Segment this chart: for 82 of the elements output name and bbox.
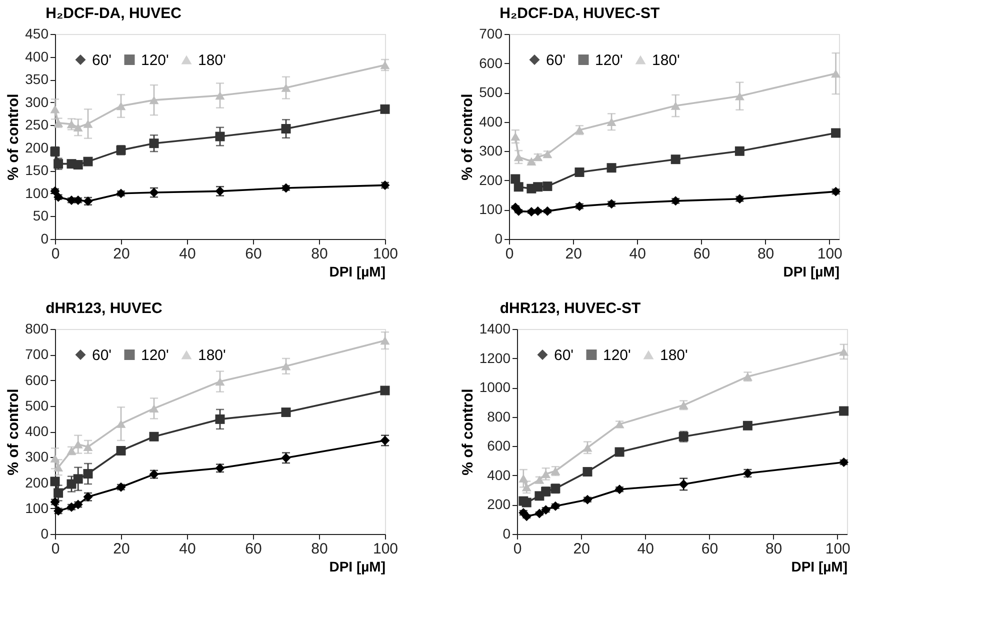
x-axis-title: DPI [µM] (791, 558, 848, 574)
legend-label: 60' (92, 346, 112, 364)
x-tick-label: 80 (311, 246, 328, 262)
y-tick-label: 450 (25, 26, 49, 42)
y-tick-label: 200 (487, 496, 511, 512)
y-tick-label: 500 (25, 397, 49, 414)
y-tick-label: 400 (479, 113, 503, 130)
y-tick-label: 250 (25, 116, 49, 133)
chart-title: H₂DCF-DA, HUVEC (46, 5, 182, 22)
y-tick-label: 0 (494, 230, 503, 246)
x-axis-title: DPI [µM] (329, 264, 386, 280)
x-tick-label: 100 (817, 246, 842, 262)
x-tick-label: 40 (179, 540, 196, 558)
y-tick-label: 100 (479, 201, 503, 218)
y-tick-label: 100 (25, 500, 49, 516)
x-tick-label: 40 (637, 540, 654, 558)
y-tick-label: 1400 (479, 320, 511, 336)
x-axis-title: DPI [µM] (783, 264, 840, 280)
y-tick-label: 50 (32, 208, 49, 224)
legend-label: 120' (141, 346, 170, 364)
x-tick-label: 40 (179, 246, 196, 262)
y-tick-label: 150 (25, 162, 49, 178)
y-tick-label: 1200 (479, 350, 511, 366)
y-tick-label: 600 (487, 438, 511, 454)
legend-label: 180' (198, 52, 226, 69)
legend-label: 60' (92, 52, 112, 69)
x-tick-label: 0 (51, 540, 60, 558)
x-tick-label: 20 (565, 246, 582, 262)
y-tick-label: 300 (25, 448, 49, 465)
legend-label: 120' (595, 52, 624, 69)
legend-label: 180' (198, 346, 226, 364)
legend-label: 120' (141, 52, 170, 69)
x-tick-label: 80 (757, 246, 774, 262)
legend-label: 180' (652, 52, 680, 69)
x-tick-label: 60 (701, 540, 718, 558)
y-tick-label: 350 (25, 71, 49, 88)
y-tick-label: 0 (40, 230, 49, 246)
x-tick-label: 40 (629, 246, 646, 262)
y-tick-label: 400 (25, 48, 49, 64)
y-axis-title: % of control (5, 94, 22, 180)
chart-title: dHR123, HUVEC (46, 300, 163, 317)
chart-title: H₂DCF-DA, HUVEC-ST (500, 5, 660, 22)
x-tick-label: 20 (113, 540, 130, 558)
y-tick-label: 200 (479, 172, 503, 188)
y-tick-label: 400 (25, 423, 49, 439)
y-tick-label: 0 (40, 526, 49, 542)
x-tick-label: 80 (765, 540, 782, 558)
x-tick-label: 100 (372, 540, 398, 558)
y-tick-label: 600 (479, 54, 503, 71)
x-tick-label: 60 (245, 540, 262, 558)
y-axis-title: % of control (459, 388, 476, 476)
x-tick-label: 100 (372, 246, 398, 262)
y-axis-title: % of control (459, 94, 476, 180)
y-tick-label: 700 (25, 346, 49, 362)
x-tick-label: 20 (113, 246, 130, 262)
legend-label: 120' (603, 346, 632, 364)
x-tick-label: 0 (513, 540, 522, 558)
chart-title: dHR123, HUVEC-ST (500, 300, 641, 317)
y-tick-label: 500 (479, 84, 503, 100)
y-tick-label: 800 (25, 320, 49, 336)
x-tick-label: 20 (573, 540, 590, 558)
y-tick-label: 100 (25, 184, 49, 201)
x-tick-label: 60 (245, 246, 262, 262)
y-tick-label: 200 (25, 139, 49, 156)
y-tick-label: 200 (25, 474, 49, 490)
x-tick-label: 80 (311, 540, 328, 558)
y-tick-label: 1000 (479, 379, 511, 396)
y-tick-label: 600 (25, 372, 49, 388)
x-tick-label: 100 (825, 540, 850, 558)
legend-label: 180' (660, 346, 688, 364)
y-tick-label: 400 (487, 466, 511, 483)
legend-label: 60' (554, 346, 574, 364)
x-tick-label: 60 (693, 246, 710, 262)
y-axis-title: % of control (5, 388, 22, 476)
legend-label: 60' (546, 52, 566, 69)
y-tick-label: 300 (25, 94, 49, 110)
y-tick-label: 700 (479, 26, 503, 42)
x-tick-label: 0 (51, 246, 60, 262)
y-tick-label: 800 (487, 408, 511, 424)
y-tick-label: 0 (502, 526, 511, 542)
y-tick-label: 300 (479, 142, 503, 159)
x-axis-title: DPI [µM] (329, 558, 386, 574)
